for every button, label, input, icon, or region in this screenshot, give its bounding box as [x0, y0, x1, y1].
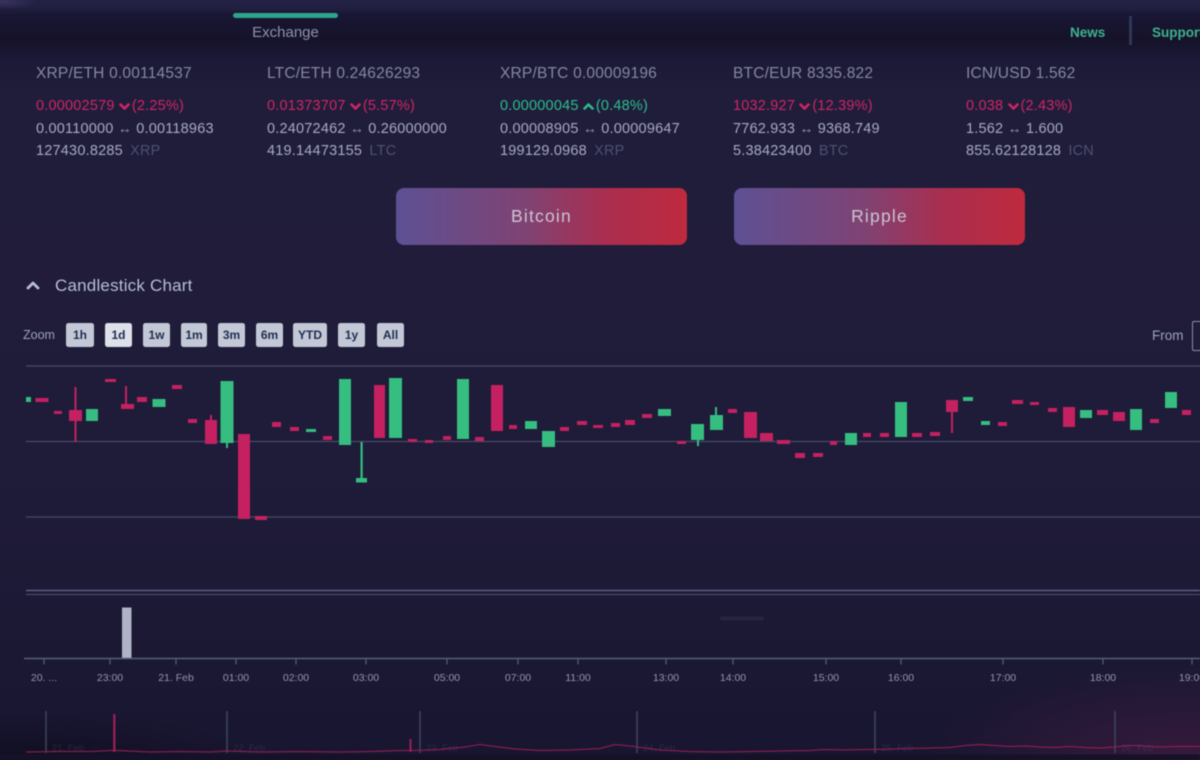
- svg-text:26. Feb: 26. Feb: [1121, 743, 1153, 754]
- svg-text:16:00: 16:00: [888, 672, 914, 684]
- svg-text:02:00: 02:00: [283, 672, 309, 684]
- svg-text:21. Feb: 21. Feb: [158, 672, 194, 684]
- svg-text:21. Feb: 21. Feb: [52, 743, 84, 754]
- svg-text:23. Feb: 23. Feb: [426, 743, 458, 754]
- svg-text:03:00: 03:00: [353, 672, 379, 684]
- svg-text:20. ...: 20. ...: [31, 672, 57, 684]
- svg-text:17:00: 17:00: [990, 672, 1016, 684]
- svg-text:23:00: 23:00: [97, 672, 123, 684]
- svg-text:13:00: 13:00: [653, 672, 679, 684]
- svg-text:05:00: 05:00: [434, 672, 460, 684]
- svg-text:14:00: 14:00: [720, 672, 746, 684]
- svg-text:01:00: 01:00: [223, 672, 249, 684]
- svg-text:22. Feb: 22. Feb: [233, 743, 265, 754]
- svg-text:19:00: 19:00: [1179, 672, 1200, 684]
- svg-text:07:00: 07:00: [505, 672, 531, 684]
- svg-text:24. Feb: 24. Feb: [643, 743, 675, 754]
- svg-text:11:00: 11:00: [565, 672, 591, 684]
- svg-text:18:00: 18:00: [1090, 672, 1116, 684]
- svg-text:15:00: 15:00: [813, 672, 839, 684]
